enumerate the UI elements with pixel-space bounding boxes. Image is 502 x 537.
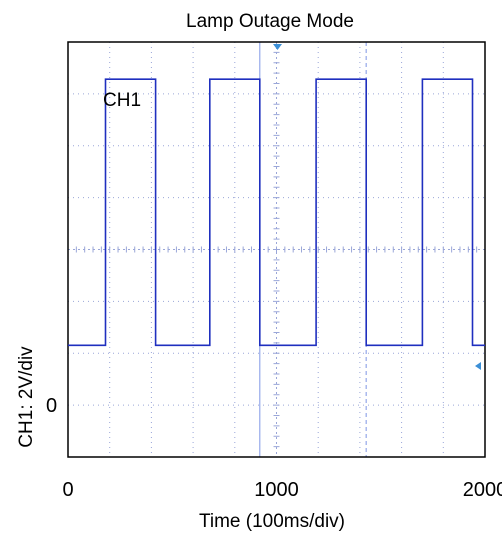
level-marker-icon xyxy=(475,362,481,370)
grid xyxy=(68,42,485,457)
x-tick-label: 2000 xyxy=(463,479,502,501)
series-label-ch1: CH1 xyxy=(103,90,141,111)
x-tick-label: 1000 xyxy=(254,479,299,501)
trigger-marker-icon xyxy=(273,44,282,50)
plot-frame xyxy=(67,41,486,458)
y-zero-label: 0 xyxy=(46,395,57,417)
x-axis-label: Time (100ms/div) xyxy=(199,511,345,532)
x-ticks: 0 1000 2000 xyxy=(62,479,502,501)
y-axis-label: CH1: 2V/div xyxy=(16,346,37,448)
ch1-trace xyxy=(68,78,485,347)
chart-title: Lamp Outage Mode xyxy=(186,11,354,32)
x-tick-label: 0 xyxy=(62,479,73,501)
